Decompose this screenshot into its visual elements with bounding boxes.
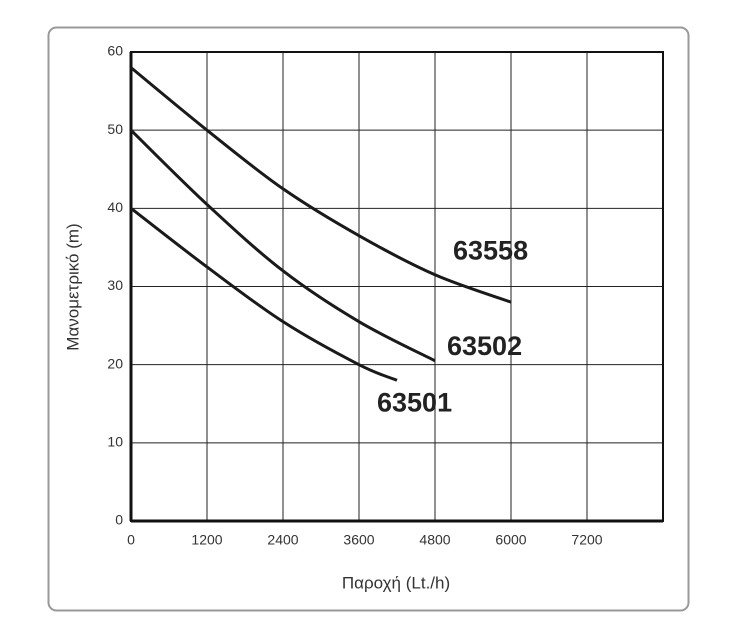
y-tick-label: 60 — [107, 43, 123, 59]
series-label: 63501 — [377, 387, 452, 417]
x-tick-label: 7200 — [571, 532, 602, 548]
x-axis-label: Παροχή (Lt./h) — [342, 573, 450, 592]
y-axis-label: Μανομετρικό (m) — [63, 223, 82, 350]
y-tick-label: 0 — [115, 512, 123, 528]
curve — [129, 129, 436, 363]
x-tick-label: 1200 — [191, 532, 222, 548]
curve — [130, 66, 512, 304]
series-label: 63558 — [453, 235, 528, 265]
y-tick-label: 20 — [107, 355, 123, 371]
curve — [130, 207, 398, 382]
y-tick-label: 40 — [107, 199, 123, 215]
y-tick-label: 30 — [107, 277, 123, 293]
series-label: 63502 — [447, 331, 522, 361]
x-tick-label: 6000 — [495, 532, 526, 548]
y-tick-label: 10 — [107, 434, 123, 450]
y-tick-label: 50 — [107, 121, 123, 137]
x-tick-label: 4800 — [419, 532, 450, 548]
frame — [47, 26, 690, 612]
x-tick-label: 0 — [127, 532, 135, 548]
x-tick-label: 2400 — [267, 532, 298, 548]
x-tick-label: 3600 — [343, 532, 374, 548]
